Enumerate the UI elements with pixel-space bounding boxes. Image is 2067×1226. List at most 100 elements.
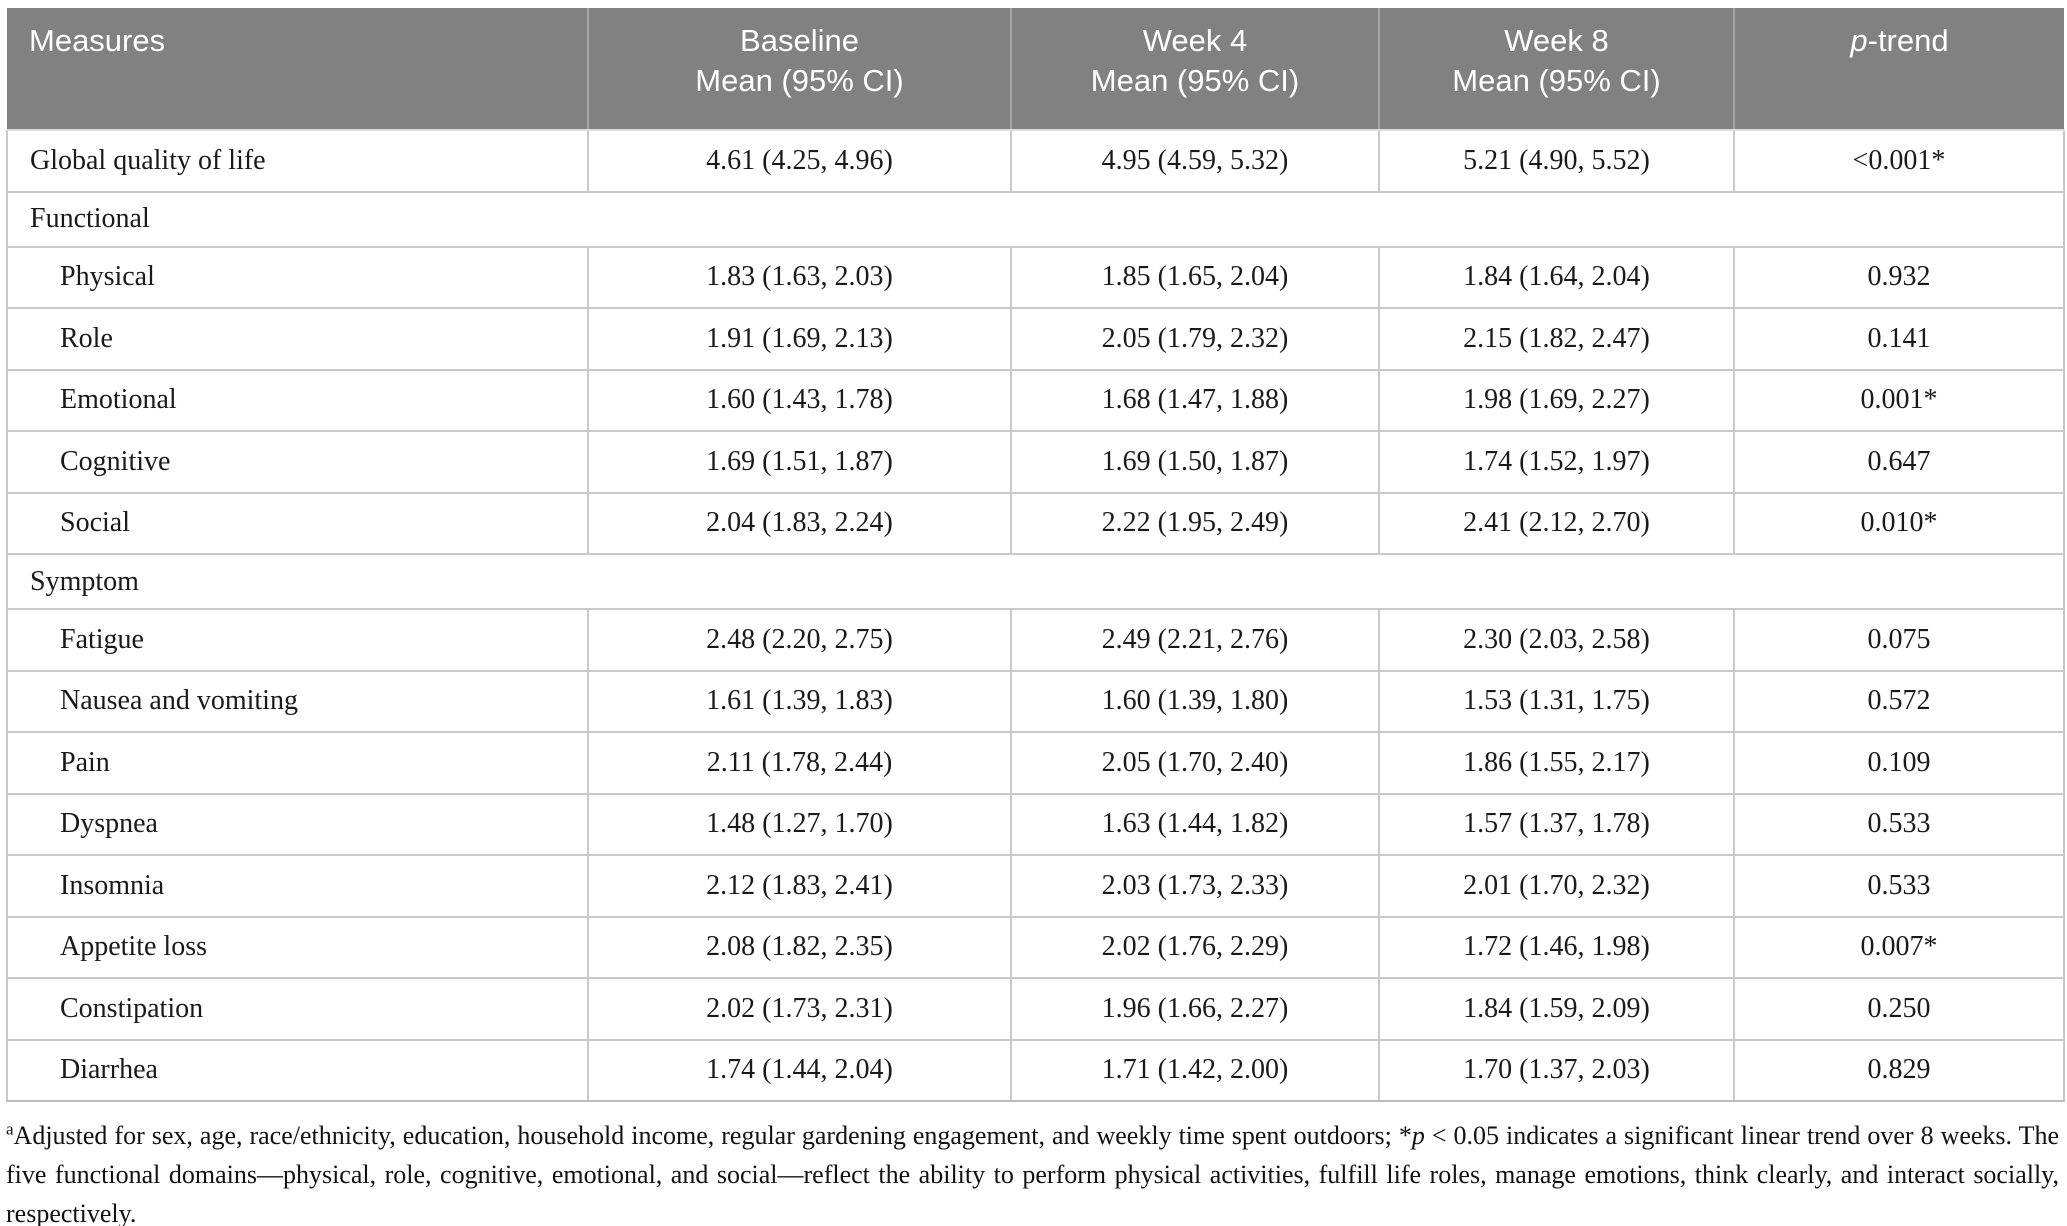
week8-value: 2.30 (2.03, 2.58) — [1378, 609, 1735, 672]
week4-value: 2.22 (1.95, 2.49) — [1010, 492, 1380, 555]
table-footnote: aAdjusted for sex, age, race/ethnicity, … — [6, 1116, 2059, 1226]
measure-label: Constipation — [6, 978, 589, 1041]
table-row: Emotional 1.60 (1.43, 1.78) 1.68 (1.47, 1.… — [6, 369, 2065, 432]
table-row: Diarrhea 1.74 (1.44, 2.04) 1.71 (1.42, 2.0… — [6, 1039, 2065, 1102]
table-row: Physical 1.83 (1.63, 2.03) 1.85 (1.65, 2.0… — [6, 246, 2065, 309]
p-trend-value: 0.010* — [1733, 492, 2065, 555]
week8-value: 1.86 (1.55, 2.17) — [1378, 732, 1735, 795]
measure-label: Role — [6, 308, 589, 371]
p-trend-value: 0.533 — [1733, 793, 2065, 856]
column-header-baseline: Baseline Mean (95% CI) — [587, 8, 1011, 131]
section-row: Functional — [6, 191, 2065, 248]
measure-label: Fatigue — [6, 609, 589, 672]
measure-label: Global quality of life — [6, 130, 589, 193]
column-header-week4: Week 4 Mean (95% CI) — [1010, 8, 1379, 131]
week8-value: 1.98 (1.69, 2.27) — [1378, 369, 1735, 432]
measure-label: Appetite loss — [6, 916, 589, 979]
week4-value: 1.60 (1.39, 1.80) — [1010, 670, 1380, 733]
measure-label: Emotional — [6, 369, 589, 432]
week4-value: 2.05 (1.79, 2.32) — [1010, 308, 1380, 371]
week8-value: 1.72 (1.46, 1.98) — [1378, 916, 1735, 979]
footnote-text-part2: < 0.05 indicates a significant linear tr… — [6, 1121, 2059, 1226]
table-row: Role 1.91 (1.69, 2.13) 2.05 (1.79, 2.32) 2.… — [6, 308, 2065, 371]
measure-label: Nausea and vomiting — [6, 670, 589, 733]
week8-value: 2.01 (1.70, 2.32) — [1378, 855, 1735, 918]
week8-value: 5.21 (4.90, 5.52) — [1378, 130, 1735, 193]
p-trend-value: <0.001* — [1733, 130, 2065, 193]
week8-value: 2.15 (1.82, 2.47) — [1378, 308, 1735, 371]
baseline-value: 1.60 (1.43, 1.78) — [587, 369, 1012, 432]
column-header-measures: Measures — [7, 8, 588, 131]
week8-value: 1.84 (1.64, 2.04) — [1378, 246, 1735, 309]
table-row: Cognitive 1.69 (1.51, 1.87) 1.69 (1.50, 1.… — [6, 431, 2065, 494]
table-row: Dyspnea 1.48 (1.27, 1.70) 1.63 (1.44, 1.82… — [6, 793, 2065, 856]
p-trend-value: 0.250 — [1733, 978, 2065, 1041]
table-row: Pain 2.11 (1.78, 2.44) 2.05 (1.70, 2.40) 1.… — [6, 732, 2065, 795]
week8-value: 1.70 (1.37, 2.03) — [1378, 1039, 1735, 1102]
column-header-week8: Week 8 Mean (95% CI) — [1378, 8, 1734, 131]
table-row: Social 2.04 (1.83, 2.24) 2.22 (1.95, 2.49)… — [6, 492, 2065, 555]
baseline-value: 1.69 (1.51, 1.87) — [587, 431, 1012, 494]
column-header-p-trend: p-trend — [1733, 8, 2064, 131]
section-label: Functional — [6, 191, 2065, 248]
p-trend-value: 0.829 — [1733, 1039, 2065, 1102]
week4-value: 1.96 (1.66, 2.27) — [1010, 978, 1380, 1041]
week4-value: 1.63 (1.44, 1.82) — [1010, 793, 1380, 856]
footnote-text-part1: Adjusted for sex, age, race/ethnicity, e… — [13, 1121, 1412, 1150]
p-trend-value: 0.932 — [1733, 246, 2065, 309]
baseline-value: 2.48 (2.20, 2.75) — [587, 609, 1012, 672]
column-header-label: Week 8 — [1504, 23, 1609, 58]
baseline-value: 2.08 (1.82, 2.35) — [587, 916, 1012, 979]
measure-label: Pain — [6, 732, 589, 795]
baseline-value: 2.11 (1.78, 2.44) — [587, 732, 1012, 795]
p-trend-value: 0.141 — [1733, 308, 2065, 371]
column-header-sublabel: Mean (95% CI) — [1452, 63, 1661, 98]
p-trend-value: 0.533 — [1733, 855, 2065, 918]
baseline-value: 1.83 (1.63, 2.03) — [587, 246, 1012, 309]
column-header-sublabel: Mean (95% CI) — [695, 63, 904, 98]
measure-label: Insomnia — [6, 855, 589, 918]
section-label: Symptom — [6, 554, 2065, 610]
p-symbol: p — [1850, 23, 1868, 58]
baseline-value: 1.91 (1.69, 2.13) — [587, 308, 1012, 371]
measure-label: Dyspnea — [6, 793, 589, 856]
header-row: Measures Baseline Mean (95% CI) Week 4 M… — [7, 8, 2064, 131]
baseline-value: 2.04 (1.83, 2.24) — [587, 492, 1012, 555]
baseline-value: 2.02 (1.73, 2.31) — [587, 978, 1012, 1041]
baseline-value: 2.12 (1.83, 2.41) — [587, 855, 1012, 918]
table-row: Nausea and vomiting 1.61 (1.39, 1.83) 1.60… — [6, 670, 2065, 733]
baseline-value: 1.74 (1.44, 2.04) — [587, 1039, 1012, 1102]
p-trend-value: 0.572 — [1733, 670, 2065, 733]
p-trend-value: 0.001* — [1733, 369, 2065, 432]
week4-value: 2.03 (1.73, 2.33) — [1010, 855, 1380, 918]
week4-value: 4.95 (4.59, 5.32) — [1010, 130, 1380, 193]
week4-value: 1.68 (1.47, 1.88) — [1010, 369, 1380, 432]
p-trend-value: 0.075 — [1733, 609, 2065, 672]
table-row: Insomnia 2.12 (1.83, 2.41) 2.03 (1.73, 2.3… — [6, 855, 2065, 918]
quality-of-life-table: Measures Baseline Mean (95% CI) Week 4 M… — [6, 8, 2065, 1102]
footnote-p-symbol: p — [1411, 1121, 1425, 1150]
column-header-label: Measures — [29, 23, 166, 58]
week8-value: 1.74 (1.52, 1.97) — [1378, 431, 1735, 494]
p-trend-value: 0.007* — [1733, 916, 2065, 979]
section-row: Symptom — [6, 554, 2065, 610]
column-header-label: Baseline — [740, 23, 859, 58]
week8-value: 1.57 (1.37, 1.78) — [1378, 793, 1735, 856]
measure-label: Diarrhea — [6, 1039, 589, 1102]
week4-value: 2.05 (1.70, 2.40) — [1010, 732, 1380, 795]
baseline-value: 1.48 (1.27, 1.70) — [587, 793, 1012, 856]
p-trend-value: 0.109 — [1733, 732, 2065, 795]
week4-value: 1.85 (1.65, 2.04) — [1010, 246, 1380, 309]
column-header-label: Week 4 — [1142, 23, 1248, 58]
baseline-value: 1.61 (1.39, 1.83) — [587, 670, 1012, 733]
week4-value: 1.71 (1.42, 2.00) — [1010, 1039, 1380, 1102]
table-row: Global quality of life 4.61 (4.25, 4.96) 4… — [6, 130, 2065, 193]
trend-suffix: -trend — [1867, 23, 1949, 58]
week8-value: 1.84 (1.59, 2.09) — [1378, 978, 1735, 1041]
week8-value: 2.41 (2.12, 2.70) — [1378, 492, 1735, 555]
week8-value: 1.53 (1.31, 1.75) — [1378, 670, 1735, 733]
measure-label: Physical — [6, 246, 589, 309]
week4-value: 1.69 (1.50, 1.87) — [1010, 431, 1380, 494]
column-header-sublabel: Mean (95% CI) — [1090, 63, 1300, 98]
